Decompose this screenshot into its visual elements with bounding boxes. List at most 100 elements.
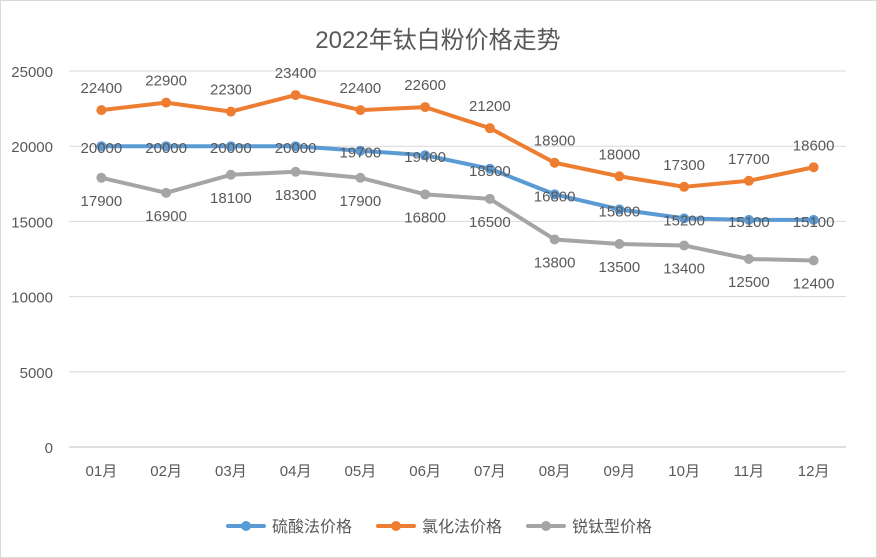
data-label: 18900 xyxy=(534,133,576,150)
data-label: 16900 xyxy=(145,208,187,225)
y-tick-label: 0 xyxy=(45,440,53,457)
data-point xyxy=(808,255,819,266)
x-tick-label: 01月 xyxy=(86,463,118,480)
data-label: 16500 xyxy=(469,214,511,231)
series-1 xyxy=(96,141,819,225)
data-point xyxy=(96,141,107,152)
data-point xyxy=(96,172,107,183)
data-point xyxy=(355,145,366,156)
data-label: 18100 xyxy=(210,190,252,207)
legend-item-2: 氯化法价格 xyxy=(376,518,502,536)
y-tick-label: 25000 xyxy=(11,64,53,81)
data-label: 22900 xyxy=(145,73,187,90)
grid-layer xyxy=(69,70,846,448)
y-axis: 0 5000 10000 15000 20000 25000 xyxy=(11,64,53,457)
data-label: 18300 xyxy=(275,187,317,204)
x-tick-label: 10月 xyxy=(668,463,700,480)
legend-label: 氯化法价格 xyxy=(422,518,502,536)
x-tick-label: 11月 xyxy=(734,463,765,480)
x-tick-label: 08月 xyxy=(539,463,571,480)
data-point xyxy=(420,189,431,200)
x-tick-label: 09月 xyxy=(604,463,636,480)
x-tick-label: 03月 xyxy=(215,463,247,480)
legend-marker xyxy=(241,521,251,531)
data-label: 18500 xyxy=(469,163,511,180)
data-label: 13500 xyxy=(599,259,641,276)
data-label: 20000 xyxy=(81,140,123,157)
x-tick-label: 07月 xyxy=(474,463,506,480)
series-3 xyxy=(96,166,819,266)
data-label: 16800 xyxy=(534,188,576,205)
data-label: 15800 xyxy=(599,203,641,220)
chart-title: 2022年钛白粉价格走势 xyxy=(315,27,560,54)
data-point xyxy=(484,163,495,174)
series-line xyxy=(99,93,816,189)
data-label: 19400 xyxy=(404,149,446,166)
data-label: 17300 xyxy=(663,157,705,174)
data-point xyxy=(355,172,366,183)
data-point xyxy=(808,214,819,225)
data-label: 22300 xyxy=(210,82,252,99)
data-label: 18000 xyxy=(599,146,641,163)
data-label: 15100 xyxy=(728,214,770,231)
legend-item-1: 硫酸法价格 xyxy=(226,518,352,536)
x-tick-label: 12月 xyxy=(798,463,830,480)
legend-label: 硫酸法价格 xyxy=(272,518,352,536)
data-labels: 20000 20000 20000 20000 19700 19400 18500 16800… xyxy=(81,65,835,292)
data-point xyxy=(225,141,236,152)
data-label: 20000 xyxy=(275,140,317,157)
y-tick-label: 15000 xyxy=(11,214,53,231)
data-label: 20000 xyxy=(210,140,252,157)
series-layer xyxy=(96,90,819,266)
data-point xyxy=(484,123,495,134)
data-point xyxy=(290,141,301,152)
y-tick-label: 10000 xyxy=(11,290,53,307)
data-point xyxy=(161,141,172,152)
legend-marker xyxy=(391,521,401,531)
x-axis: 01月 02月 03月 04月 05月 06月 07月 08月 09月 10月 11月 12月 xyxy=(86,463,830,480)
data-point xyxy=(743,175,754,186)
data-point xyxy=(355,105,366,116)
data-point xyxy=(96,105,107,116)
data-point xyxy=(549,189,560,200)
x-tick-label: 02月 xyxy=(150,463,182,480)
data-point xyxy=(549,157,560,168)
data-point xyxy=(679,181,690,192)
data-point xyxy=(225,169,236,180)
data-label: 16800 xyxy=(404,209,446,226)
data-label: 15100 xyxy=(793,214,835,231)
data-point xyxy=(420,150,431,161)
data-label: 12400 xyxy=(793,276,835,293)
legend-item-3: 锐钛型价格 xyxy=(526,518,652,536)
legend-marker xyxy=(541,521,551,531)
data-label: 22400 xyxy=(340,80,382,97)
data-point xyxy=(614,171,625,182)
data-label: 17700 xyxy=(728,151,770,168)
data-point xyxy=(743,214,754,225)
data-point xyxy=(161,97,172,108)
data-point xyxy=(290,90,301,101)
data-point xyxy=(290,166,301,177)
data-point xyxy=(420,102,431,113)
data-point xyxy=(484,193,495,204)
legend-label: 锐钛型价格 xyxy=(572,518,652,536)
data-point xyxy=(679,240,690,251)
data-point xyxy=(549,234,560,245)
data-label: 19700 xyxy=(340,145,382,162)
data-label: 17900 xyxy=(81,193,123,210)
data-point xyxy=(614,204,625,215)
series-line xyxy=(99,144,816,222)
data-point xyxy=(614,238,625,249)
y-tick-label: 20000 xyxy=(11,139,53,156)
data-label: 22400 xyxy=(81,80,123,97)
data-point xyxy=(679,213,690,224)
series-2 xyxy=(96,90,819,192)
data-label: 13800 xyxy=(534,254,576,271)
data-label: 18600 xyxy=(793,137,835,154)
data-label: 13400 xyxy=(663,260,705,277)
data-label: 12500 xyxy=(728,274,770,291)
series-line xyxy=(99,169,816,263)
x-tick-label: 05月 xyxy=(345,463,377,480)
